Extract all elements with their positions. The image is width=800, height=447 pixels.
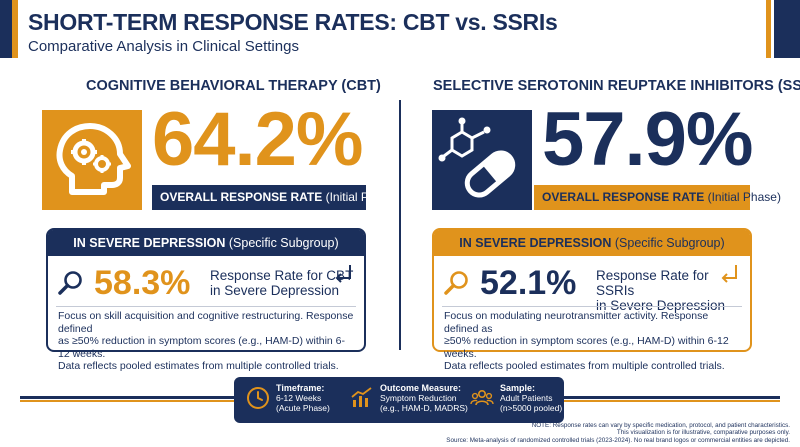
cbt-severe-header-rest: (Specific Subgroup)	[225, 236, 339, 250]
cbt-severe-header-bold: IN SEVERE DEPRESSION	[73, 236, 226, 250]
timeframe-line1: 6-12 Weeks	[276, 393, 322, 403]
cbt-severe-value: 58.3%	[94, 264, 191, 302]
sample-line1: Adult Patients	[500, 393, 553, 403]
cbt-overall-label-bold: OVERALL RESPONSE RATE	[160, 190, 323, 204]
cbt-severe-caption-line1: Response Rate for CBT	[210, 268, 354, 283]
ssri-overall-label: OVERALL RESPONSE RATE (Initial Phase)	[534, 185, 781, 210]
study-info-bar: Timeframe: 6-12 Weeks (Acute Phase) Outc…	[234, 377, 564, 423]
cbt-severe-stat: 58.3% Response Rate for CBT in Severe De…	[56, 262, 356, 304]
cbt-severe-header: IN SEVERE DEPRESSION (Specific Subgroup)	[48, 230, 364, 256]
cbt-desc-line1: Focus on skill acquisition and cognitive…	[58, 310, 354, 335]
ssri-desc-line2: ≥50% reduction in symptom scores (e.g., …	[444, 335, 729, 360]
return-arrow-icon	[721, 265, 737, 283]
ssri-severe-caption-line2: in Severe Depression	[596, 298, 726, 313]
footnote-line3: Source: Meta-analysis of randomized cont…	[446, 436, 790, 444]
footnote: NOTE: Response rates can vary by specifi…	[446, 422, 790, 444]
column-divider	[399, 100, 401, 350]
clock-icon	[247, 387, 269, 409]
ssri-desc-line3: Data reflects pooled estimates from mult…	[444, 360, 725, 372]
footnote-line1: NOTE: Response rates can vary by specifi…	[531, 422, 790, 429]
magnifier-icon	[58, 271, 82, 295]
cbt-severe-caption-line2: in Severe Depression	[210, 283, 340, 298]
cbt-desc-line2: as ≥50% reduction in symptom scores (e.g…	[58, 335, 346, 360]
cbt-severe-card: IN SEVERE DEPRESSION (Specific Subgroup)…	[46, 228, 366, 372]
ssri-icon-tile	[432, 110, 532, 210]
header-accent-stripe	[12, 0, 18, 58]
cbt-severe-caption: Response Rate for CBT in Severe Depressi…	[210, 268, 353, 298]
outcome-line2: (e.g., HAM-D, MADRS)	[380, 403, 468, 413]
ssri-severe-divider	[442, 306, 742, 307]
sample-label: Sample:	[500, 383, 536, 393]
molecule-capsule-icon	[438, 117, 516, 198]
cbt-overall-label: OVERALL RESPONSE RATE (Initial Phase)	[152, 185, 399, 210]
timeframe-label: Timeframe:	[276, 383, 325, 393]
ssri-severe-header-bold: IN SEVERE DEPRESSION	[459, 236, 612, 250]
ssri-severe-caption-line1: Response Rate for SSRIs	[596, 268, 709, 298]
page-subtitle: Comparative Analysis in Clinical Setting…	[28, 38, 299, 55]
cbt-overall-value: 64.2%	[152, 97, 363, 182]
cbt-icon-tile	[42, 110, 142, 210]
magnifier-icon	[444, 271, 468, 295]
outcome-line1: Symptom Reduction	[380, 393, 457, 403]
ssri-overall-label-rest: (Initial Phase)	[704, 190, 781, 204]
ssri-severe-value: 52.1%	[480, 264, 577, 302]
timeframe-line2: (Acute Phase)	[276, 403, 330, 413]
page-title: SHORT-TERM RESPONSE RATES: CBT vs. SSRIs	[28, 9, 558, 35]
return-arrow-icon	[335, 265, 351, 283]
head-gears-icon	[56, 123, 131, 195]
cbt-desc-line3: Data reflects pooled estimates from mult…	[58, 360, 339, 372]
sample-info: Sample: Adult Patients (n>5000 pooled)	[500, 383, 562, 413]
cbt-overall-label-rest: (Initial Phase)	[322, 190, 399, 204]
header-corner-block	[766, 0, 800, 58]
ssri-severe-caption: Response Rate for SSRIs in Severe Depres…	[596, 268, 742, 313]
ssri-severe-description: Focus on modulating neurotransmitter act…	[444, 310, 742, 373]
cbt-severe-divider	[56, 306, 356, 307]
timeframe-info: Timeframe: 6-12 Weeks (Acute Phase)	[276, 383, 330, 413]
footnote-line2: This visualization is for illustrative, …	[616, 429, 790, 437]
ssri-severe-header: IN SEVERE DEPRESSION (Specific Subgroup)	[434, 230, 750, 256]
ssri-severe-card: IN SEVERE DEPRESSION (Specific Subgroup)…	[432, 228, 752, 372]
outcome-label: Outcome Measure:	[380, 383, 462, 393]
ssri-overall-label-bold: OVERALL RESPONSE RATE	[542, 190, 705, 204]
cbt-severe-description: Focus on skill acquisition and cognitive…	[58, 310, 356, 373]
header-accent-bar	[0, 0, 12, 58]
ssri-severe-stat: 52.1% Response Rate for SSRIs in Severe …	[442, 262, 742, 313]
people-group-icon	[470, 390, 494, 406]
outcome-info: Outcome Measure: Symptom Reduction (e.g.…	[380, 383, 468, 413]
ssri-overall-value: 57.9%	[542, 97, 753, 182]
sample-line2: (n>5000 pooled)	[500, 403, 563, 413]
ssri-severe-header-rest: (Specific Subgroup)	[611, 236, 725, 250]
ssri-heading: SELECTIVE SEROTONIN REUPTAKE INHIBITORS …	[433, 78, 800, 94]
bar-chart-trend-icon	[351, 387, 372, 407]
ssri-desc-line1: Focus on modulating neurotransmitter act…	[444, 310, 709, 335]
cbt-heading: COGNITIVE BEHAVIORAL THERAPY (CBT)	[86, 78, 381, 94]
